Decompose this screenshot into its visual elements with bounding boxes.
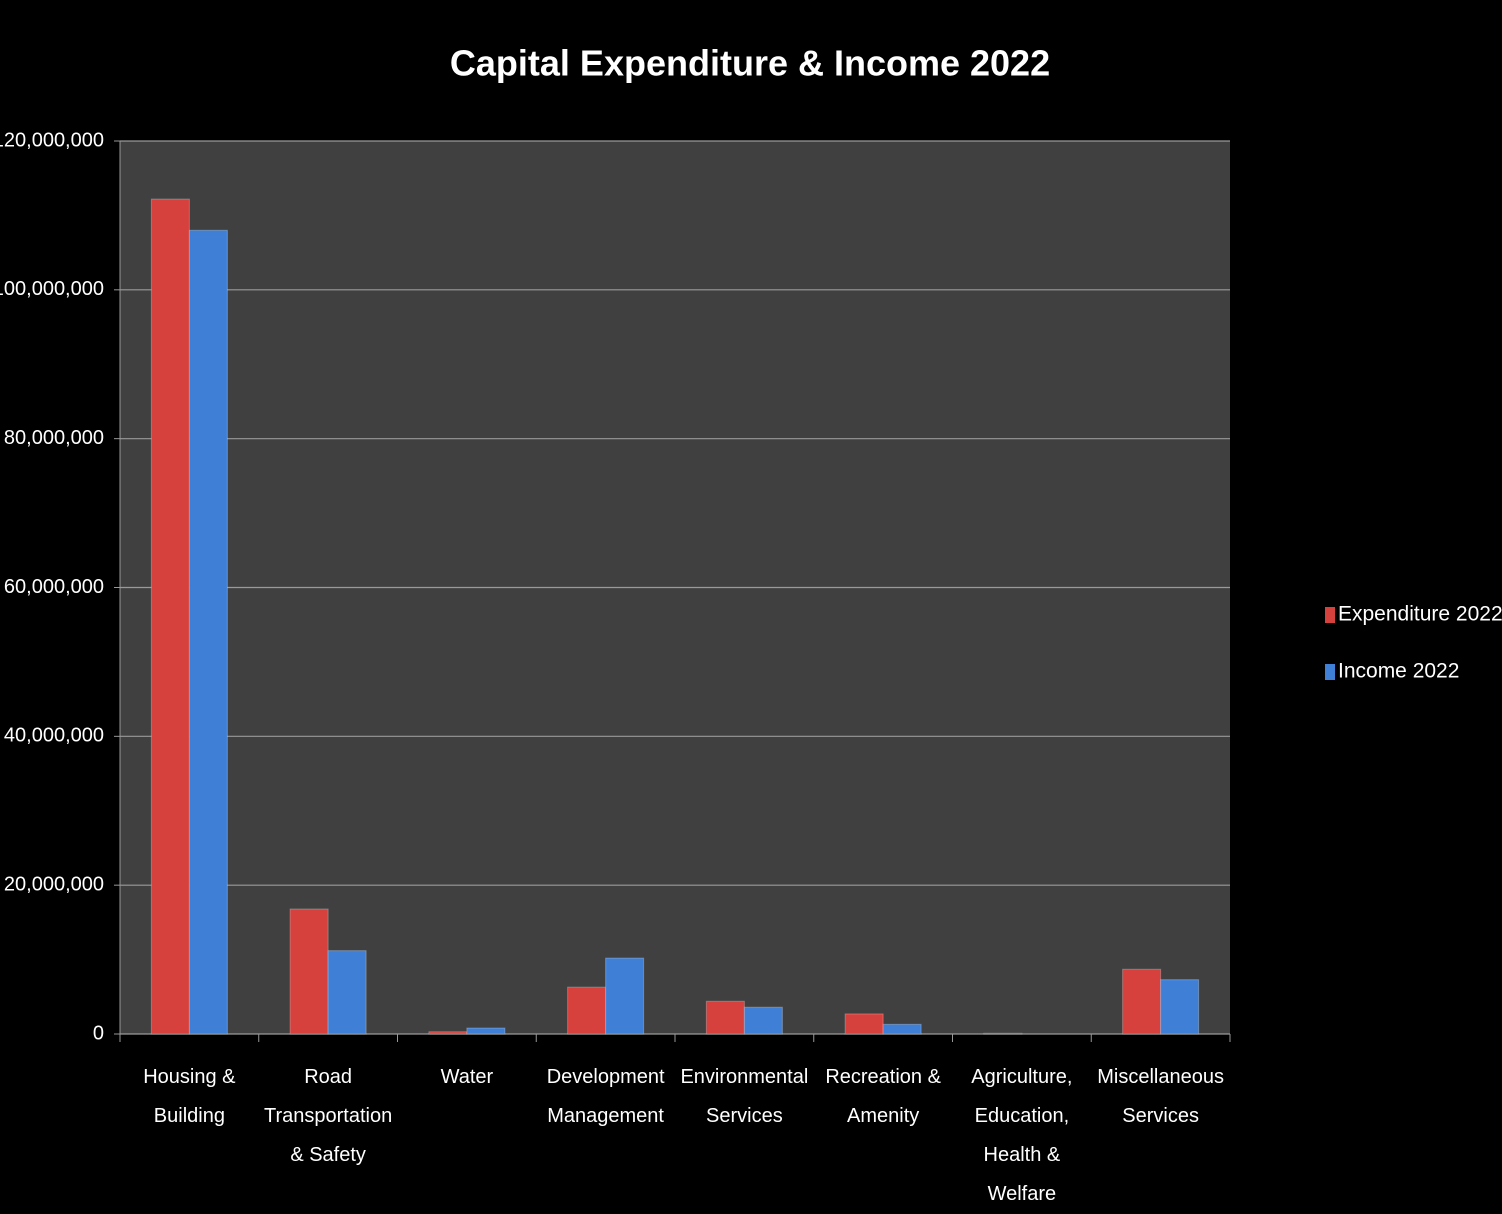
chart: Capital Expenditure & Income 2022 0 20,00… <box>0 43 1502 1045</box>
bar <box>1122 968 1162 1035</box>
bar <box>428 1031 468 1035</box>
y-tick-label: 120,000,000 <box>0 129 104 151</box>
bar <box>705 1000 745 1035</box>
y-tick-label: 40,000,000 <box>4 725 104 747</box>
bar <box>1160 979 1200 1035</box>
chart-title: Capital Expenditure & Income 2022 <box>450 43 1050 84</box>
y-tick-label: 0 <box>93 1022 104 1044</box>
x-tick-label: Agriculture, Education, Health & Welfare <box>971 1066 1073 1205</box>
bar <box>844 1013 884 1035</box>
x-tick-label: Environmental Services <box>680 1066 809 1127</box>
y-tick-label: 60,000,000 <box>4 576 104 598</box>
legend-label: Income 2022 <box>1338 660 1459 683</box>
bar <box>983 1032 1023 1035</box>
bar <box>466 1027 506 1035</box>
y-tick-label: 100,000,000 <box>0 278 104 300</box>
legend-swatch <box>1325 664 1335 680</box>
bar <box>188 229 228 1035</box>
page: Capital Expenditure & Income 2022 0 20,00… <box>0 42 1502 1205</box>
bar <box>150 198 190 1035</box>
bar <box>743 1006 783 1035</box>
x-tick-label: Housing & Building <box>143 1066 236 1127</box>
bar <box>567 986 607 1035</box>
x-tick-label: Recreation & Amenity <box>825 1066 941 1127</box>
x-tick-label: Development Management <box>546 1066 665 1127</box>
x-tick-label: Road Transportation & Safety <box>264 1066 393 1166</box>
bar <box>605 957 645 1035</box>
x-tick-label: Miscellaneous Services <box>1097 1066 1224 1127</box>
bar <box>882 1023 922 1035</box>
bar <box>327 950 367 1035</box>
y-tick-label: 20,000,000 <box>4 873 104 895</box>
bar <box>289 908 329 1035</box>
y-tick-label: 80,000,000 <box>4 427 104 449</box>
x-tick-label: Water <box>440 1066 494 1088</box>
legend-swatch <box>1325 607 1335 623</box>
legend-label: Expenditure 2022 <box>1338 603 1502 626</box>
